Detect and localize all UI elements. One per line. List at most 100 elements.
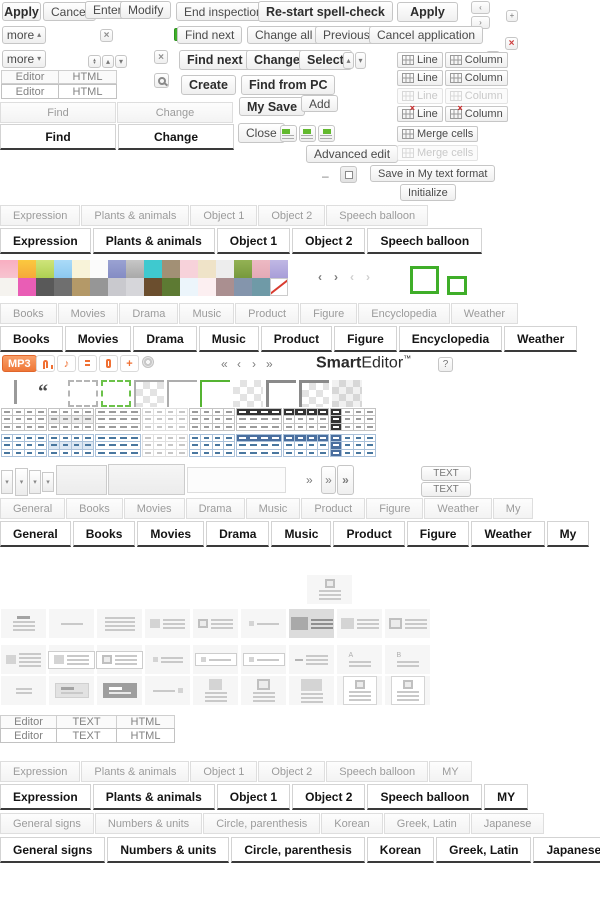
- layout-thumb-card-img-text[interactable]: [337, 676, 382, 705]
- pattern-swatch[interactable]: [234, 260, 252, 278]
- tab[interactable]: Drama: [133, 326, 197, 352]
- html-mode-tab-2[interactable]: HTML: [116, 728, 175, 743]
- pattern-swatch[interactable]: [108, 278, 126, 296]
- text-mode-button[interactable]: TEXT: [421, 466, 471, 481]
- tab[interactable]: Books: [0, 303, 57, 324]
- layout-thumb-img-wide-top-text[interactable]: [289, 676, 334, 705]
- tab[interactable]: Object 1: [216, 784, 291, 810]
- layout-thumb-dash-text[interactable]: [289, 645, 334, 674]
- pattern-swatch[interactable]: [72, 278, 90, 296]
- border-sample-bs-dash-green[interactable]: [101, 380, 131, 407]
- help-button[interactable]: ?: [438, 357, 453, 372]
- tab[interactable]: Greek, Latin: [383, 813, 470, 834]
- tab[interactable]: Object 2: [292, 784, 366, 810]
- tab[interactable]: Movies: [64, 326, 132, 352]
- layout-thumb-boxed-img-text[interactable]: [48, 645, 95, 674]
- layout-thumb-img-sm-left[interactable]: [145, 609, 190, 638]
- find-next-button[interactable]: Find next: [177, 26, 243, 44]
- tab[interactable]: Books: [72, 521, 136, 547]
- stepper-up-button[interactable]: ▴: [102, 55, 114, 68]
- pattern-swatch[interactable]: [162, 260, 180, 278]
- line-button[interactable]: Line: [397, 88, 443, 104]
- layout-thumb-img-top-centered[interactable]: [307, 575, 352, 604]
- tab[interactable]: Drama: [119, 303, 179, 324]
- border-sample-bs-corner-gray[interactable]: [167, 380, 197, 407]
- border-weight-large-swatch[interactable]: [410, 266, 439, 294]
- border-sample-bs-shade[interactable]: [332, 380, 362, 407]
- pattern-swatch[interactable]: [252, 260, 270, 278]
- column-button[interactable]: Column: [444, 70, 508, 86]
- pattern-swatch[interactable]: [72, 260, 90, 278]
- layout-thumb-label-b-text[interactable]: B: [385, 645, 430, 674]
- select-button[interactable]: Select: [299, 50, 352, 70]
- layout-thumb-boxed-highlight-text[interactable]: [49, 676, 94, 705]
- editor-mode-tab[interactable]: Editor: [1, 70, 59, 84]
- video-button[interactable]: [99, 355, 118, 372]
- page-next-button[interactable]: ›: [252, 357, 256, 371]
- tab[interactable]: General signs: [0, 837, 106, 863]
- layout-thumb-line-bullet-right[interactable]: [145, 676, 190, 705]
- merge-cells-button[interactable]: Merge cells: [397, 126, 479, 142]
- create-button[interactable]: Create: [181, 75, 236, 95]
- tab[interactable]: Speech balloon: [367, 228, 483, 254]
- tab[interactable]: Music: [198, 326, 259, 352]
- tab[interactable]: Plants & animals: [92, 228, 215, 254]
- palette-next-button[interactable]: ›: [334, 270, 338, 284]
- mp3-button[interactable]: MP3: [2, 355, 37, 372]
- table-style-grid-shaded[interactable]: [48, 408, 94, 431]
- tab[interactable]: Figure: [406, 521, 470, 547]
- tab[interactable]: Object 1: [216, 228, 291, 254]
- table-style-h-lines[interactable]: [95, 408, 141, 431]
- empty-select-bar-2[interactable]: [108, 464, 185, 495]
- table-style-dark-header[interactable]: [236, 434, 282, 457]
- stepper-down-button[interactable]: ▾: [115, 55, 127, 68]
- tab[interactable]: Change: [117, 102, 233, 123]
- pattern-swatch[interactable]: [198, 260, 216, 278]
- scroll-left-button[interactable]: ‹: [471, 1, 490, 14]
- apply-button-2[interactable]: Apply: [397, 2, 458, 22]
- tab[interactable]: Object 2: [292, 228, 366, 254]
- close-button-2[interactable]: ×: [154, 50, 168, 64]
- border-sample-bs-corner-thick[interactable]: [266, 380, 296, 407]
- tab[interactable]: Speech balloon: [326, 205, 429, 226]
- tab[interactable]: Expression: [0, 205, 81, 226]
- layout-thumb-boxed-dark-text[interactable]: [97, 676, 142, 705]
- pattern-swatch[interactable]: [162, 278, 180, 296]
- tab[interactable]: Weather: [471, 521, 545, 547]
- layout-thumb-img-md-left[interactable]: [337, 609, 382, 638]
- pattern-swatch[interactable]: [198, 278, 216, 296]
- tab[interactable]: Music: [245, 498, 301, 519]
- tab[interactable]: Drama: [206, 521, 270, 547]
- page-prev-button[interactable]: ‹: [237, 357, 241, 371]
- dropdown-handle-4[interactable]: ▾: [42, 472, 54, 492]
- tab[interactable]: Figure: [334, 326, 397, 352]
- tab[interactable]: Movies: [57, 303, 119, 324]
- tab[interactable]: Plants & animals: [81, 205, 190, 226]
- tab[interactable]: Encyclopedia: [398, 326, 503, 352]
- end-inspection-button[interactable]: End inspection: [176, 2, 271, 21]
- layout-thumb-single-line[interactable]: [49, 609, 94, 638]
- line-button[interactable]: Line: [397, 103, 443, 122]
- restart-spellcheck-button[interactable]: Re-start spell-check: [258, 1, 393, 22]
- tab[interactable]: Weather: [424, 498, 492, 519]
- pattern-swatch[interactable]: [252, 278, 270, 296]
- tab[interactable]: Plants & animals: [92, 784, 215, 810]
- pattern-swatch[interactable]: [216, 278, 234, 296]
- tab[interactable]: Circle, parenthesis: [231, 837, 365, 863]
- tab[interactable]: Expression: [0, 761, 81, 782]
- line-button[interactable]: Line: [397, 70, 443, 86]
- layout-thumb-text-centered[interactable]: [1, 609, 46, 638]
- expand-panel-button-2[interactable]: »: [337, 465, 354, 495]
- tab[interactable]: Japanese: [533, 837, 600, 863]
- select-up-button[interactable]: ▴: [343, 52, 354, 69]
- change-all-button[interactable]: Change all: [247, 26, 321, 44]
- tab[interactable]: Expression: [0, 784, 91, 810]
- border-sample-bs-dash-gray[interactable]: [68, 380, 98, 407]
- table-style-h-lines[interactable]: [95, 434, 141, 457]
- tab[interactable]: My: [546, 521, 590, 547]
- expand-button[interactable]: +: [506, 10, 518, 22]
- advanced-edit-button[interactable]: Advanced edit: [306, 145, 399, 163]
- pattern-swatch[interactable]: [18, 278, 36, 296]
- align-style-1-button[interactable]: [280, 125, 297, 142]
- pattern-swatch[interactable]: [180, 278, 198, 296]
